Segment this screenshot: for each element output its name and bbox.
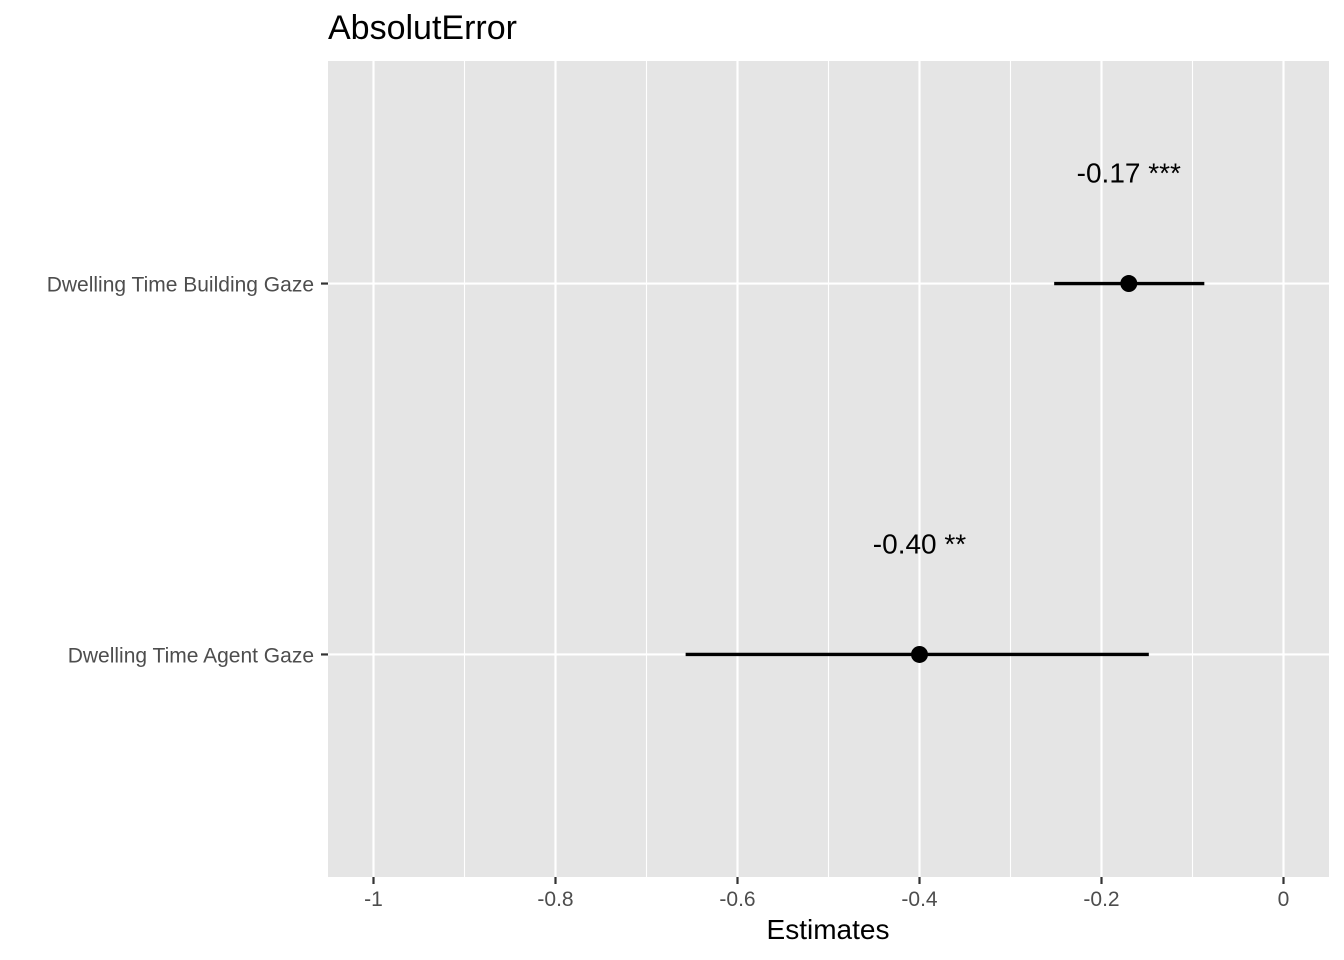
x-axis: -1 -0.8 -0.6 -0.4 -0.2 0 [364, 877, 1289, 911]
x-tick-label: 0 [1278, 888, 1290, 911]
x-tick-label: -0.6 [719, 888, 755, 911]
estimate-label: -0.40 ** [873, 528, 966, 559]
estimate-point [1120, 275, 1138, 293]
x-tick-label: -0.4 [901, 888, 938, 911]
estimate-label: -0.17 *** [1077, 158, 1181, 189]
y-tick-label: Dwelling Time Building Gaze [47, 274, 314, 297]
x-tick-label: -0.8 [537, 888, 573, 911]
minor-gridlines [463, 61, 1194, 877]
x-axis-title: Estimates [767, 914, 890, 945]
y-axis: Dwelling Time Building Gaze Dwelling Time… [47, 274, 328, 667]
estimates-layer: -0.17 *** -0.40 ** [685, 158, 1205, 663]
x-tick-label: -0.2 [1083, 888, 1119, 911]
estimate-point [911, 645, 928, 663]
y-tick-label: Dwelling Time Agent Gaze [68, 644, 314, 667]
chart-title: AbsolutError [328, 9, 517, 47]
x-tick-label: -1 [364, 888, 383, 911]
